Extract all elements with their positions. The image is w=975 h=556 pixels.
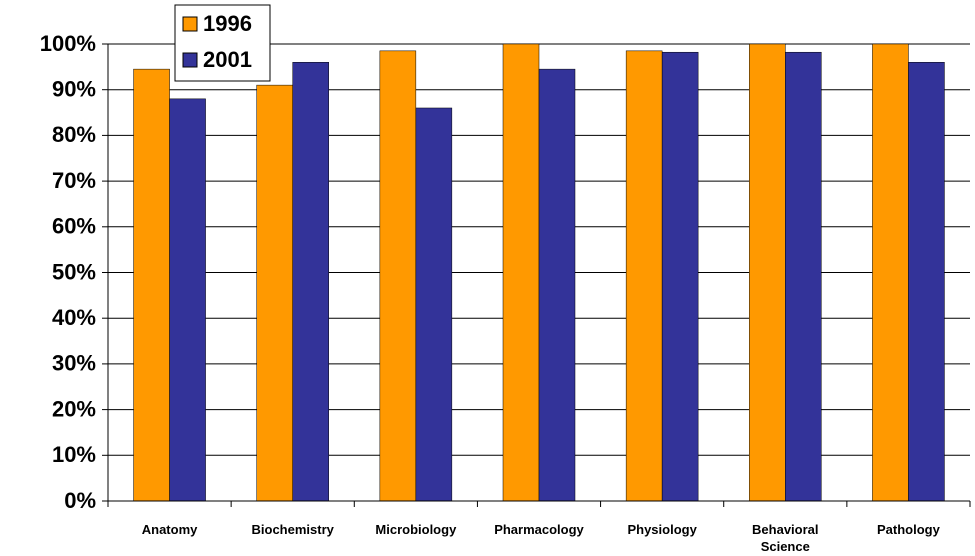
bar (379, 50, 417, 502)
y-tick-label: 50% (52, 259, 96, 284)
x-tick-label: Anatomy (141, 522, 198, 537)
y-tick-label: 70% (52, 168, 96, 193)
y-tick-label: 40% (52, 305, 96, 330)
bar (538, 68, 576, 502)
legend-swatch (182, 52, 198, 68)
legend-label: 2001 (203, 47, 252, 72)
x-tick-label: Pathology (876, 522, 940, 537)
x-tick-label: Pharmacology (494, 522, 584, 537)
bar (908, 62, 945, 502)
bar (872, 43, 909, 502)
x-tick-label: Biochemistry (251, 522, 334, 537)
y-tick-label: 100% (40, 31, 96, 56)
bar (169, 98, 206, 502)
bar (292, 62, 329, 502)
bar (785, 51, 822, 502)
y-tick-label: 80% (52, 122, 96, 147)
legend-swatch (182, 16, 198, 32)
y-tick-label: 0% (64, 488, 96, 513)
y-tick-label: 90% (52, 77, 96, 102)
bar (256, 84, 293, 502)
bar (749, 43, 786, 502)
bar (133, 68, 170, 502)
x-tick-label: Microbiology (375, 522, 457, 537)
bar (415, 107, 453, 502)
y-tick-label: 30% (52, 351, 96, 376)
x-tick-label: Physiology (627, 522, 697, 537)
legend-label: 1996 (203, 11, 252, 36)
bar (661, 51, 699, 502)
x-tick-label: Behavioral Science (752, 522, 819, 554)
y-tick-label: 20% (52, 396, 96, 421)
bar (502, 43, 540, 502)
bar (625, 50, 663, 502)
y-tick-label: 10% (52, 442, 96, 467)
y-tick-label: 60% (52, 214, 96, 239)
